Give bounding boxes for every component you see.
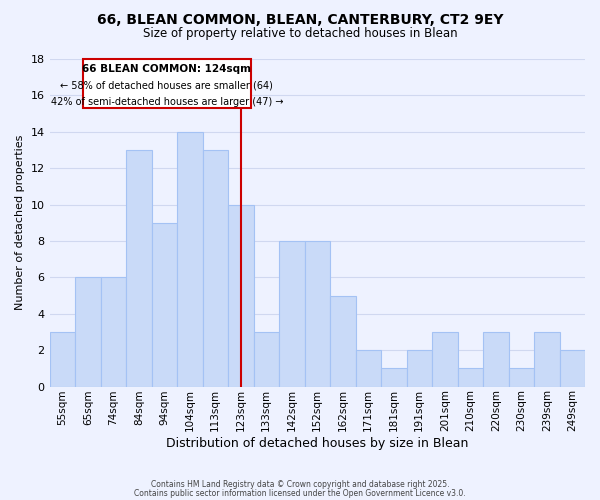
Bar bbox=[432, 332, 458, 386]
Bar bbox=[101, 278, 126, 386]
Text: ← 58% of detached houses are smaller (64): ← 58% of detached houses are smaller (64… bbox=[61, 81, 273, 91]
Bar bbox=[305, 241, 330, 386]
Bar bbox=[534, 332, 560, 386]
Bar bbox=[509, 368, 534, 386]
Bar bbox=[50, 332, 75, 386]
Text: Contains public sector information licensed under the Open Government Licence v3: Contains public sector information licen… bbox=[134, 488, 466, 498]
Bar bbox=[356, 350, 381, 387]
Bar bbox=[381, 368, 407, 386]
Text: Contains HM Land Registry data © Crown copyright and database right 2025.: Contains HM Land Registry data © Crown c… bbox=[151, 480, 449, 489]
X-axis label: Distribution of detached houses by size in Blean: Distribution of detached houses by size … bbox=[166, 437, 469, 450]
Bar bbox=[126, 150, 152, 386]
Bar bbox=[75, 278, 101, 386]
Bar bbox=[458, 368, 483, 386]
Bar bbox=[560, 350, 585, 387]
Y-axis label: Number of detached properties: Number of detached properties bbox=[15, 135, 25, 310]
Text: 42% of semi-detached houses are larger (47) →: 42% of semi-detached houses are larger (… bbox=[50, 97, 283, 107]
Bar bbox=[279, 241, 305, 386]
Bar bbox=[407, 350, 432, 387]
Bar bbox=[330, 296, 356, 386]
Bar bbox=[483, 332, 509, 386]
Bar bbox=[228, 204, 254, 386]
Bar bbox=[254, 332, 279, 386]
FancyBboxPatch shape bbox=[83, 59, 251, 108]
Text: 66, BLEAN COMMON, BLEAN, CANTERBURY, CT2 9EY: 66, BLEAN COMMON, BLEAN, CANTERBURY, CT2… bbox=[97, 12, 503, 26]
Text: Size of property relative to detached houses in Blean: Size of property relative to detached ho… bbox=[143, 28, 457, 40]
Text: 66 BLEAN COMMON: 124sqm: 66 BLEAN COMMON: 124sqm bbox=[82, 64, 251, 74]
Bar bbox=[177, 132, 203, 386]
Bar bbox=[203, 150, 228, 386]
Bar bbox=[152, 223, 177, 386]
